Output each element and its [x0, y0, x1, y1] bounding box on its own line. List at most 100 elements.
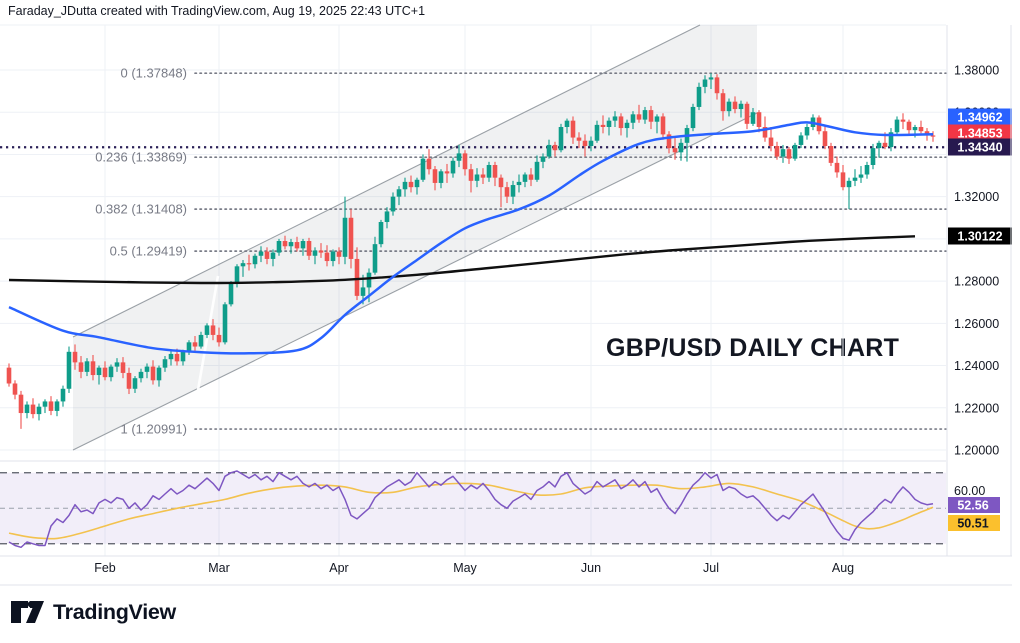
candle	[432, 166, 438, 191]
rsi-badge-label: 50.51	[957, 517, 988, 531]
candle	[402, 177, 408, 197]
watermark: GBP/USD DAILY CHART	[606, 334, 900, 362]
candle	[408, 175, 414, 193]
candle	[168, 350, 174, 366]
candle-body	[624, 122, 630, 129]
candle-body	[252, 255, 258, 265]
candle	[696, 82, 702, 111]
candle	[540, 153, 546, 169]
candle	[240, 259, 246, 277]
candle	[846, 177, 852, 210]
candle-body	[630, 114, 636, 123]
candle	[78, 356, 84, 379]
channel-fill	[73, 25, 757, 450]
candle	[744, 101, 750, 130]
candle-body	[480, 174, 486, 178]
candle	[834, 156, 840, 178]
candle-body	[834, 162, 840, 173]
candle	[126, 367, 132, 395]
candle-body	[66, 351, 72, 389]
candle-body	[486, 164, 492, 178]
candle	[192, 335, 198, 351]
candle	[630, 111, 636, 130]
candle	[750, 107, 756, 126]
candle-body	[390, 196, 396, 212]
candle-body	[276, 240, 282, 253]
candle-body	[888, 132, 894, 148]
rsi-tick-label: 60.00	[954, 484, 985, 498]
candle-body	[12, 383, 18, 395]
candle-body	[930, 135, 936, 137]
candle-body	[360, 287, 366, 296]
price-badge-label: 1.34853	[957, 127, 1002, 141]
price-badge-bg	[948, 108, 1012, 126]
candle	[522, 172, 528, 188]
candle-body	[420, 158, 426, 180]
candle-body	[918, 126, 924, 132]
candle	[648, 105, 654, 130]
channel-lower-line	[72, 112, 758, 451]
candle-body	[660, 116, 666, 135]
candle	[258, 246, 264, 263]
fib-retracement: 0 (1.37848) 0.236 (1.33869) 0.382 (1.31408…	[95, 66, 947, 437]
candle-body	[294, 242, 300, 249]
fib-level-label: 0.382 (1.31408)	[95, 202, 187, 217]
candle-body	[876, 142, 882, 149]
candle-body	[726, 101, 732, 112]
candle-body	[636, 114, 642, 120]
candle	[336, 247, 342, 265]
candle	[426, 149, 432, 175]
fib-level-label: 1 (1.20991)	[121, 422, 188, 437]
candle-body	[522, 174, 528, 182]
candle-body	[210, 325, 216, 335]
candle	[96, 365, 102, 385]
candle	[144, 363, 150, 379]
candle	[618, 113, 624, 136]
candle	[714, 74, 720, 100]
candle	[348, 209, 354, 269]
candle-body	[462, 153, 468, 170]
candle-body	[186, 342, 192, 352]
candle	[294, 236, 300, 252]
candle-body	[702, 79, 708, 87]
candle	[720, 88, 726, 121]
candle-body	[450, 160, 456, 174]
candle-body	[576, 137, 582, 141]
rsi-pane	[0, 470, 946, 549]
candle-body	[138, 371, 144, 379]
candle	[132, 376, 138, 393]
candle	[474, 168, 480, 188]
time-tick-label: Jun	[581, 561, 601, 575]
price-badge-label: 1.34340	[957, 141, 1002, 155]
price-axis-badge: 1.30122	[948, 227, 1012, 245]
candle-body	[912, 126, 918, 131]
candle-body	[132, 378, 138, 389]
candle	[396, 186, 402, 206]
candle-body	[18, 394, 24, 414]
candle	[738, 100, 744, 118]
time-tick-label: Mar	[208, 561, 230, 575]
candle-body	[246, 263, 252, 265]
candle-body	[648, 110, 654, 122]
candle	[102, 361, 108, 381]
price-axis[interactable]: 1.380001.360001.320001.280001.260001.240…	[948, 64, 1012, 458]
candle-body	[312, 250, 318, 256]
candle	[510, 180, 516, 205]
candle-body	[594, 124, 600, 141]
price-tick-label: 1.32000	[954, 190, 999, 204]
time-axis[interactable]: Feb Mar Apr May Jun Jul Aug	[94, 561, 854, 575]
candle-body	[102, 367, 108, 378]
candle	[300, 238, 306, 256]
candle-body	[126, 372, 132, 389]
candle	[270, 249, 276, 267]
candle	[54, 399, 60, 417]
candle	[900, 113, 906, 130]
candle-body	[870, 148, 876, 165]
candle-body	[768, 137, 774, 146]
candle	[468, 163, 474, 193]
candle	[264, 247, 270, 265]
tradingview-logo[interactable]: TradingView	[10, 599, 176, 625]
